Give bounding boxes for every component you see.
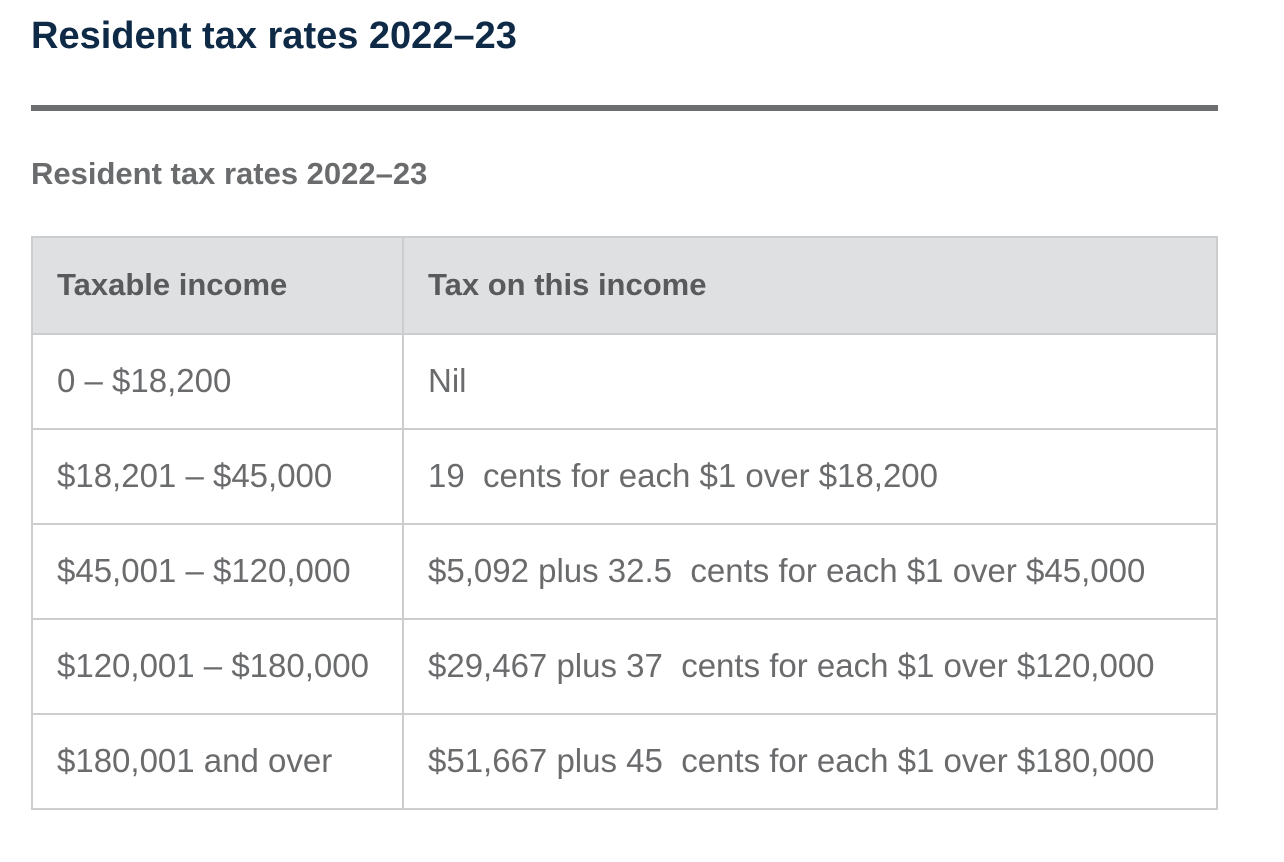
column-header-taxable-income: Taxable income (31, 235, 404, 335)
income-range-cell: $180,001 and over (31, 712, 404, 810)
section-divider (31, 104, 1218, 111)
tax-amount-cell: $5,092 plus 32.5 cents for each $1 over … (402, 522, 1218, 620)
table-row: $120,001 – $180,000 $29,467 plus 37 cent… (31, 617, 1218, 715)
table-row: $45,001 – $120,000 $5,092 plus 32.5 cent… (31, 522, 1218, 620)
table-row: 0 – $18,200 Nil (31, 332, 1218, 430)
tax-amount-cell: $51,667 plus 45 cents for each $1 over $… (402, 712, 1218, 810)
income-range-cell: $120,001 – $180,000 (31, 617, 404, 715)
page-title: Resident tax rates 2022–23 (31, 15, 517, 57)
tax-amount-cell: 19 cents for each $1 over $18,200 (402, 427, 1218, 525)
section-heading: Resident tax rates 2022–23 (31, 155, 428, 191)
table-row: $180,001 and over $51,667 plus 45 cents … (31, 712, 1218, 810)
table-header: Taxable income Tax on this income (31, 235, 1218, 335)
table-row: $18,201 – $45,000 19 cents for each $1 o… (31, 427, 1218, 525)
income-range-cell: $45,001 – $120,000 (31, 522, 404, 620)
income-range-cell: $18,201 – $45,000 (31, 427, 404, 525)
tax-amount-cell: $29,467 plus 37 cents for each $1 over $… (402, 617, 1218, 715)
income-range-cell: 0 – $18,200 (31, 332, 404, 430)
tax-amount-cell: Nil (402, 332, 1218, 430)
table-body: 0 – $18,200 Nil $18,201 – $45,000 19 cen… (31, 332, 1218, 810)
column-header-tax-on-income: Tax on this income (402, 235, 1218, 335)
tax-rates-table: Taxable income Tax on this income 0 – $1… (31, 235, 1218, 810)
table-header-row: Taxable income Tax on this income (31, 235, 1218, 335)
